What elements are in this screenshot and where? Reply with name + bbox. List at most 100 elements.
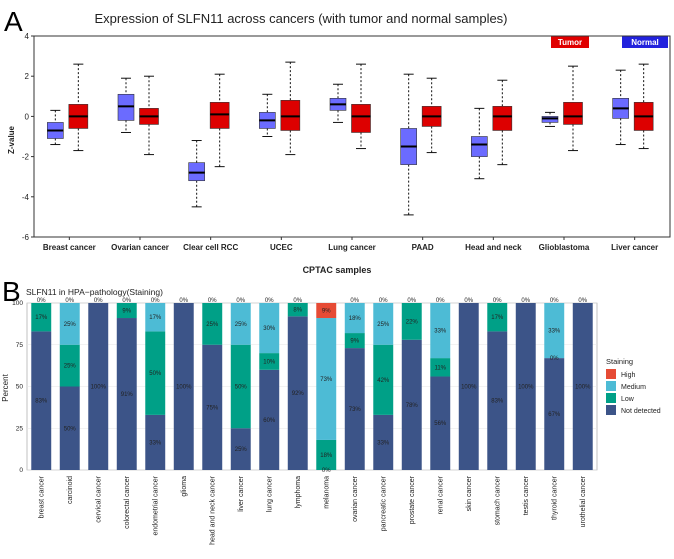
data-label: 25% <box>206 322 219 328</box>
data-label: 0% <box>65 298 74 304</box>
data-label: 0% <box>179 298 188 304</box>
bar-segment-medium <box>230 303 251 345</box>
data-label: 73% <box>349 407 362 413</box>
x-tick-label: prostate cancer <box>409 475 416 524</box>
bar-segment-not-detected <box>544 358 565 470</box>
data-label: 0% <box>293 298 302 304</box>
data-label: 10% <box>263 359 276 365</box>
data-label: 60% <box>263 418 276 424</box>
bar-segment-medium <box>430 303 451 359</box>
data-label: 9% <box>122 309 131 315</box>
data-label: 100% <box>575 385 591 391</box>
data-label: 18% <box>320 453 333 459</box>
legend-high-swatch <box>606 369 616 379</box>
bar-segment-low <box>116 303 137 319</box>
x-tick-label: glioma <box>181 476 188 497</box>
data-label: 0% <box>208 298 217 304</box>
x-tick-label: melanoma <box>323 476 330 509</box>
data-label: 50% <box>64 426 77 432</box>
y-tick-label: 50 <box>16 384 24 391</box>
x-tick-label: urothelial cancer <box>580 475 587 527</box>
data-label: 30% <box>263 326 276 332</box>
data-label: 100% <box>518 385 534 391</box>
bar-segment-low <box>145 331 166 415</box>
data-label: 0% <box>521 298 530 304</box>
legend-tumor-swatch <box>551 36 589 48</box>
data-label: 50% <box>235 385 248 391</box>
panel-a-boxplot: -6 -4 -2 0 2 4 Breast cancer Ovarian cancer Clea… <box>22 32 671 252</box>
y-tick-label: 100 <box>12 300 23 307</box>
bar-segment-low <box>430 358 451 377</box>
bar-segment-not-detected <box>430 376 451 470</box>
data-label: 8% <box>293 308 302 314</box>
data-label: 100% <box>176 385 192 391</box>
data-label: 25% <box>64 322 77 328</box>
box-tumor <box>280 100 301 131</box>
data-label: 83% <box>35 399 48 405</box>
bar-segment-not-detected <box>202 344 223 470</box>
data-label: 0% <box>322 468 331 474</box>
data-label: 75% <box>206 405 219 411</box>
data-label: 100% <box>91 385 107 391</box>
data-label: 0% <box>407 298 416 304</box>
x-tick-label: Ovarian cancer <box>111 243 169 252</box>
y-tick-label: 2 <box>25 72 30 81</box>
bar-segment-medium <box>373 303 394 345</box>
box-normal <box>541 116 559 123</box>
panel-a-ylabel: Z-value <box>7 125 16 154</box>
bar-segment-low <box>202 303 223 345</box>
data-label: 11% <box>434 365 446 371</box>
box-normal <box>471 136 488 157</box>
data-label: 9% <box>350 339 359 345</box>
bar-segment-not-detected <box>572 303 593 470</box>
legend-not-detected-label: Not detected <box>621 408 661 415</box>
bar-segment-low <box>487 303 508 332</box>
data-label: 0% <box>550 298 559 304</box>
bar-segment-not-detected <box>59 386 80 470</box>
x-tick-label: pancreatic cancer <box>380 475 387 531</box>
data-label: 33% <box>434 329 447 335</box>
data-label: 25% <box>235 322 248 328</box>
bar-segment-low <box>344 333 365 349</box>
data-label: 78% <box>406 403 419 409</box>
bar-segment-medium <box>344 303 365 334</box>
x-tick-label: colorectal cancer <box>124 475 131 529</box>
bar-segment-not-detected <box>515 303 536 470</box>
data-label: 100% <box>461 385 477 391</box>
legend-tumor-label: Tumor <box>558 38 582 47</box>
legend-medium-label: Medium <box>621 384 646 391</box>
data-label: 0% <box>464 298 473 304</box>
data-label: 33% <box>377 440 390 446</box>
bar-segment-low <box>373 344 394 415</box>
panel-b-title: SLFN11 in HPA−pathology(Staining) <box>26 287 163 297</box>
bar-segment-medium <box>145 303 166 332</box>
data-label: 17% <box>35 315 48 321</box>
bar-segment-not-detected <box>458 303 479 470</box>
bar-segment-medium <box>259 303 280 354</box>
bar-segment-low <box>316 439 337 470</box>
data-label: 0% <box>379 298 388 304</box>
x-tick-label: Head and neck <box>465 243 522 252</box>
x-tick-label: Clear cell RCC <box>183 243 238 252</box>
data-label: 0% <box>151 298 160 304</box>
data-label: 25% <box>235 447 248 453</box>
data-label: 0% <box>350 298 359 304</box>
bar-segment-low <box>401 303 422 340</box>
bar-segment-not-detected <box>230 428 251 470</box>
box-tumor <box>563 102 583 125</box>
data-label: 22% <box>406 319 419 325</box>
data-label: 73% <box>320 377 333 383</box>
data-label: 33% <box>149 440 162 446</box>
legend-low-label: Low <box>621 396 635 403</box>
legend-medium-swatch <box>606 381 616 391</box>
bar-segment-not-detected <box>88 303 109 470</box>
data-label: 56% <box>434 421 447 427</box>
data-label: 9% <box>322 309 331 315</box>
x-tick-label: PAAD <box>412 243 434 252</box>
y-tick-label: 0 <box>25 112 30 121</box>
data-label: 0% <box>436 298 445 304</box>
bar-segment-not-detected <box>401 339 422 470</box>
data-label: 91% <box>121 392 134 398</box>
data-label: 67% <box>548 412 561 418</box>
x-tick-label: liver cancer <box>238 475 245 511</box>
